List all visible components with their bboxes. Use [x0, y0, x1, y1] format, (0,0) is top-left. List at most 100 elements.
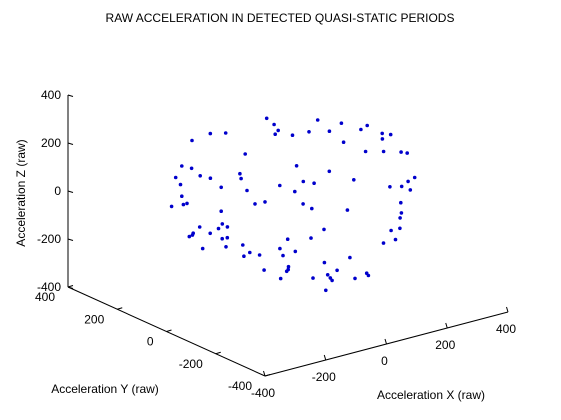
axes: [67, 94, 509, 377]
data-point: [220, 222, 225, 226]
data-point: [264, 116, 269, 121]
x-tick-label: -400: [251, 386, 275, 400]
data-point: [412, 175, 417, 180]
data-point: [285, 237, 290, 241]
z-tick-label: 400: [41, 88, 61, 102]
data-point: [198, 174, 202, 178]
data-point: [322, 227, 326, 232]
data-point: [223, 131, 228, 135]
z-tick-mark: [67, 142, 74, 145]
tick-labels: -400-2000200400-400-2000200400-400-20002…: [35, 88, 516, 400]
data-point: [393, 237, 398, 242]
data-point: [272, 122, 276, 127]
data-point: [208, 131, 213, 136]
x-tick-mark: [445, 322, 448, 329]
data-point: [398, 216, 402, 220]
data-point: [398, 226, 402, 231]
data-point: [248, 250, 252, 255]
data-point: [324, 288, 328, 293]
data-point: [311, 276, 315, 280]
data-point: [293, 189, 297, 194]
data-point: [315, 118, 320, 122]
data-point: [200, 246, 205, 251]
x-tick-mark: [323, 354, 327, 361]
data-point: [173, 175, 178, 180]
data-point: [225, 225, 230, 229]
data-point: [239, 176, 243, 181]
data-point: [348, 255, 352, 260]
data-point: [284, 269, 289, 274]
data-point: [278, 183, 282, 188]
data-points: [169, 116, 417, 293]
z-tick-mark: [67, 190, 74, 193]
data-point: [187, 234, 192, 239]
data-point: [286, 264, 291, 269]
data-point: [190, 233, 195, 237]
data-point: [180, 164, 184, 168]
data-point: [381, 241, 386, 245]
data-point: [241, 243, 245, 247]
data-point: [325, 273, 330, 277]
data-point: [307, 130, 311, 134]
data-point: [406, 179, 410, 184]
data-point: [219, 209, 223, 213]
x-tick-mark: [384, 338, 387, 345]
data-point: [238, 171, 242, 176]
data-point: [310, 206, 314, 211]
y-tick-label: 0: [147, 335, 154, 349]
data-point: [380, 131, 385, 136]
data-point: [243, 152, 247, 156]
data-point: [189, 166, 194, 171]
data-point: [327, 129, 332, 133]
data-point: [262, 268, 266, 272]
z-tick-label: -400: [37, 280, 61, 294]
data-point: [242, 254, 246, 258]
x-axis-label: Acceleration X (raw): [377, 388, 485, 402]
data-point: [364, 271, 369, 276]
z-axis-label: Acceleration Z (raw): [14, 139, 28, 246]
data-point: [408, 188, 413, 192]
data-point: [381, 149, 386, 154]
y-tick-mark: [117, 307, 123, 310]
z-tick-label: 200: [41, 136, 61, 150]
data-point: [294, 164, 299, 168]
data-point: [330, 278, 334, 283]
y-tick-mark: [215, 351, 221, 355]
data-point: [301, 179, 306, 184]
z-tick-mark: [67, 238, 74, 241]
data-point: [245, 188, 249, 193]
data-point: [220, 236, 224, 241]
y-tick-mark: [166, 329, 172, 332]
data-point: [253, 202, 257, 206]
data-point: [399, 150, 403, 154]
data-point: [293, 249, 298, 254]
data-point: [263, 200, 267, 204]
data-point: [399, 211, 404, 215]
data-point: [341, 140, 346, 144]
data-point: [180, 194, 184, 198]
x-tick-label: -200: [312, 370, 336, 384]
x-tick-label: 0: [381, 354, 388, 368]
data-point: [208, 176, 213, 180]
data-point: [278, 276, 283, 281]
data-point: [309, 236, 313, 240]
y-tick-label: -200: [179, 357, 203, 371]
data-point: [380, 137, 385, 141]
data-point: [388, 185, 392, 189]
z-tick-mark: [67, 94, 74, 97]
data-point: [224, 245, 228, 249]
data-point: [301, 202, 305, 206]
data-point: [312, 181, 316, 185]
data-point: [335, 268, 339, 273]
y-tick-label: -400: [228, 379, 252, 393]
x-tick-mark: [506, 306, 509, 313]
data-point: [225, 235, 230, 240]
data-point: [257, 253, 262, 257]
data-point: [352, 178, 356, 182]
data-point: [197, 225, 202, 229]
y-tick-label: 200: [84, 312, 104, 326]
data-point: [389, 228, 393, 233]
y-tick-label: 400: [35, 290, 55, 304]
data-point: [219, 185, 223, 190]
